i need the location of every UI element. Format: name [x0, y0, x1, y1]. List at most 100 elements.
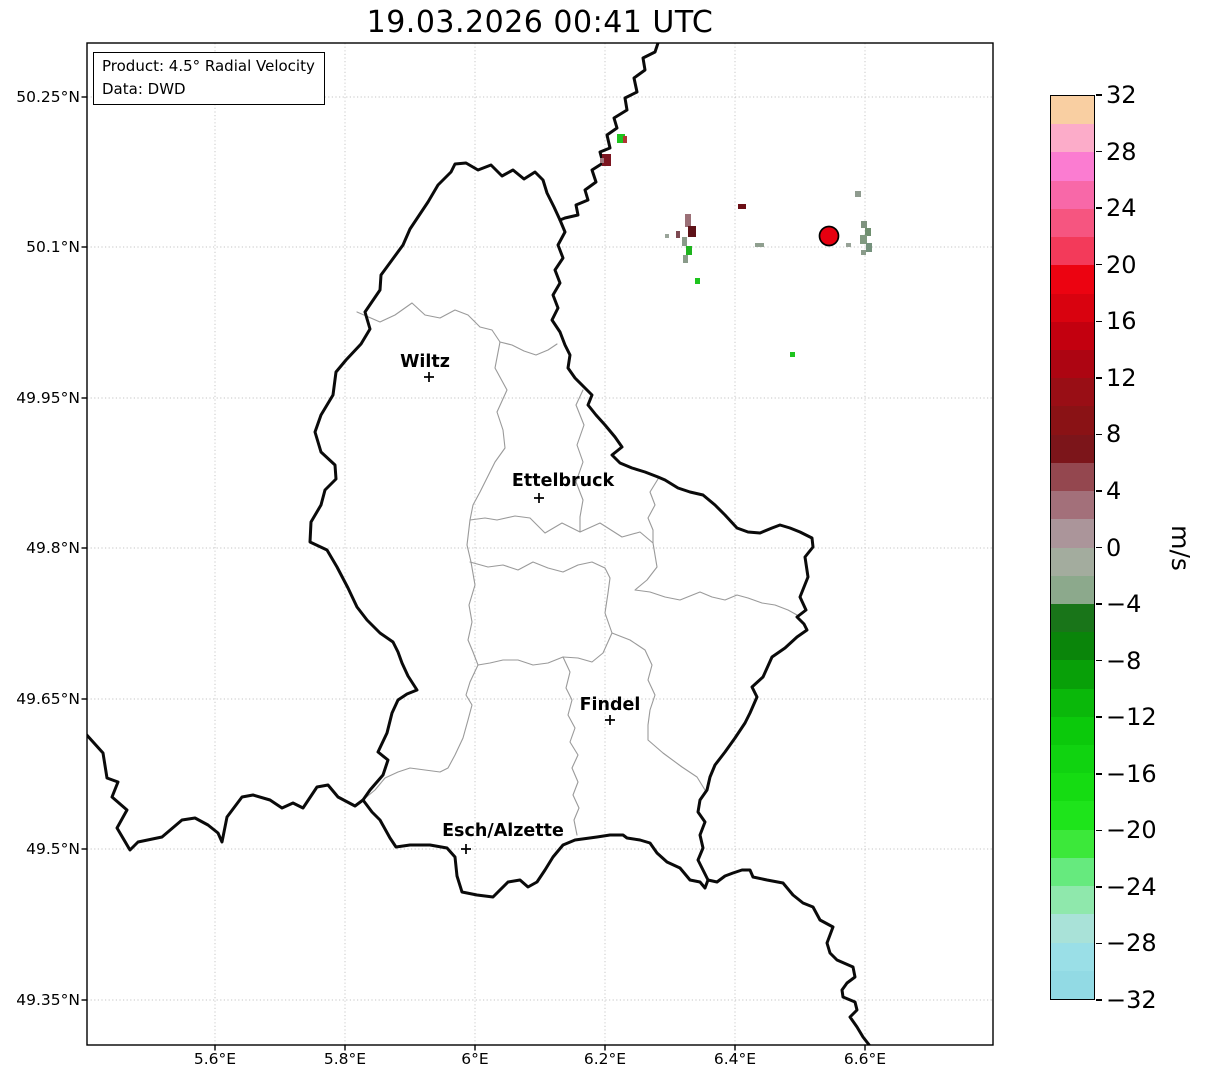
colorbar-segment [1051, 575, 1094, 604]
product-label: Product: 4.5° Radial Velocity [102, 57, 315, 75]
colorbar-segment [1051, 547, 1094, 576]
colorbar-tick-label: 16 [1106, 307, 1137, 336]
colorbar-segment [1051, 914, 1094, 943]
colorbar-segment [1051, 519, 1094, 548]
colorbar-tick [1096, 773, 1102, 775]
colorbar-segment [1051, 124, 1094, 153]
canton-border-path [611, 632, 706, 791]
colorbar-segment [1051, 180, 1094, 209]
country-border-path [706, 868, 872, 1045]
x-axis-tick-label: 6.4°E [713, 1050, 757, 1068]
radar-echo-pixel [790, 352, 795, 357]
y-axis-tick-label: 49.35°N [16, 991, 80, 1009]
country-border-path [361, 798, 710, 899]
colorbar-tick-label: 20 [1106, 250, 1137, 279]
colorbar-tick [1096, 942, 1102, 945]
country-borders [87, 43, 872, 1045]
colorbar-segment [1051, 801, 1094, 830]
city-marker [534, 493, 544, 503]
colorbar-tick-label: −12 [1106, 703, 1157, 732]
x-axis-tick-label: 6.2°E [583, 1050, 627, 1068]
radar-echo-pixel [686, 246, 692, 255]
radar-echo-pixel [861, 221, 867, 228]
colorbar-segment [1051, 434, 1094, 463]
city-marker [605, 715, 615, 725]
colorbar-tick [1096, 490, 1102, 492]
country-border-path [550, 218, 815, 882]
radar-echo-pixel [846, 243, 851, 247]
radar-echo-pixel [685, 214, 691, 227]
radar-site-marker [818, 225, 840, 247]
city-label: Wiltz [400, 352, 450, 372]
colorbar-tick [1096, 999, 1102, 1001]
canton-border-path [362, 411, 506, 801]
country-border-path [87, 732, 365, 852]
colorbar-segment [1051, 349, 1094, 379]
colorbar-segment [1051, 265, 1094, 294]
colorbar-segment [1051, 462, 1094, 492]
colorbar-tick [1096, 659, 1102, 662]
canton-borders [356, 302, 798, 836]
colorbar-segment [1051, 378, 1094, 407]
radar-echo-pixel [665, 234, 669, 238]
product-info-box: Product: 4.5° Radial Velocity Data: DWD [93, 52, 325, 105]
colorbar-tick-label: 32 [1106, 81, 1137, 109]
colorbar-segment [1051, 237, 1094, 266]
x-axis-tick-label: 6.6°E [843, 1050, 887, 1068]
radar-echo-pixel [602, 154, 611, 166]
colorbar-segment [1051, 293, 1094, 322]
colorbar-tick-label: 24 [1106, 194, 1137, 223]
radar-echo-pixel [682, 237, 687, 246]
colorbar-tick-label: −28 [1106, 929, 1157, 958]
radar-echo-pixel [676, 231, 680, 238]
radar-echo-pixel [860, 235, 867, 244]
y-axis-tick-label: 49.5°N [26, 840, 80, 858]
colorbar-tick [1096, 207, 1102, 209]
y-axis-tick-label: 49.95°N [16, 389, 80, 407]
colorbar-segment [1051, 321, 1094, 350]
colorbar-tick [1096, 886, 1102, 888]
colorbar-segment [1051, 208, 1094, 238]
colorbar-tick-label: −16 [1106, 759, 1157, 788]
axes-frame [86, 42, 994, 1046]
colorbar-segment [1051, 829, 1094, 858]
marker-layer [424, 225, 840, 854]
city-label: Ettelbruck [511, 471, 615, 491]
colorbar-tick [1096, 546, 1102, 549]
colorbar-segment [1051, 688, 1094, 717]
radar-echo-pixel [617, 134, 625, 143]
colorbar-tick [1096, 716, 1102, 718]
x-axis-tick-label: 6°E [461, 1050, 489, 1068]
colorbar-tick [1096, 829, 1102, 832]
colorbar-segment [1051, 857, 1094, 887]
colorbar-segment [1051, 491, 1094, 520]
city-marker [424, 372, 434, 382]
canton-border-path [469, 561, 613, 666]
colorbar-tick-label: 8 [1106, 420, 1122, 449]
colorbar-unit-label: m/s [1166, 525, 1195, 571]
colorbar-segment [1051, 603, 1094, 633]
radar-echo-pixel [600, 158, 604, 163]
data-source-label: Data: DWD [102, 79, 186, 98]
canton-border-path [469, 515, 798, 616]
colorbar-segment [1051, 152, 1094, 181]
canton-border-path [562, 656, 580, 836]
city-marker [461, 844, 471, 854]
colorbar-tick [1096, 150, 1102, 153]
city-label: Esch/Alzette [442, 821, 564, 841]
radar-echo-pixel [755, 243, 764, 247]
radar-echo-pixel [865, 228, 871, 236]
colorbar-tick-label: 4 [1106, 476, 1122, 505]
radar-echo-pixel [683, 255, 688, 263]
city-label: Findel [579, 695, 641, 715]
grid-layer [87, 43, 993, 1045]
colorbar-segment [1051, 716, 1094, 746]
colorbar-tick [1096, 94, 1102, 96]
x-axis-tick-label: 5.8°E [323, 1050, 367, 1068]
country-border-path [308, 161, 562, 802]
y-axis-tick-label: 49.8°N [26, 539, 80, 557]
colorbar-tick-label: 28 [1106, 137, 1137, 166]
colorbar-segment [1051, 970, 1094, 999]
radar-echo-layer [600, 134, 872, 357]
